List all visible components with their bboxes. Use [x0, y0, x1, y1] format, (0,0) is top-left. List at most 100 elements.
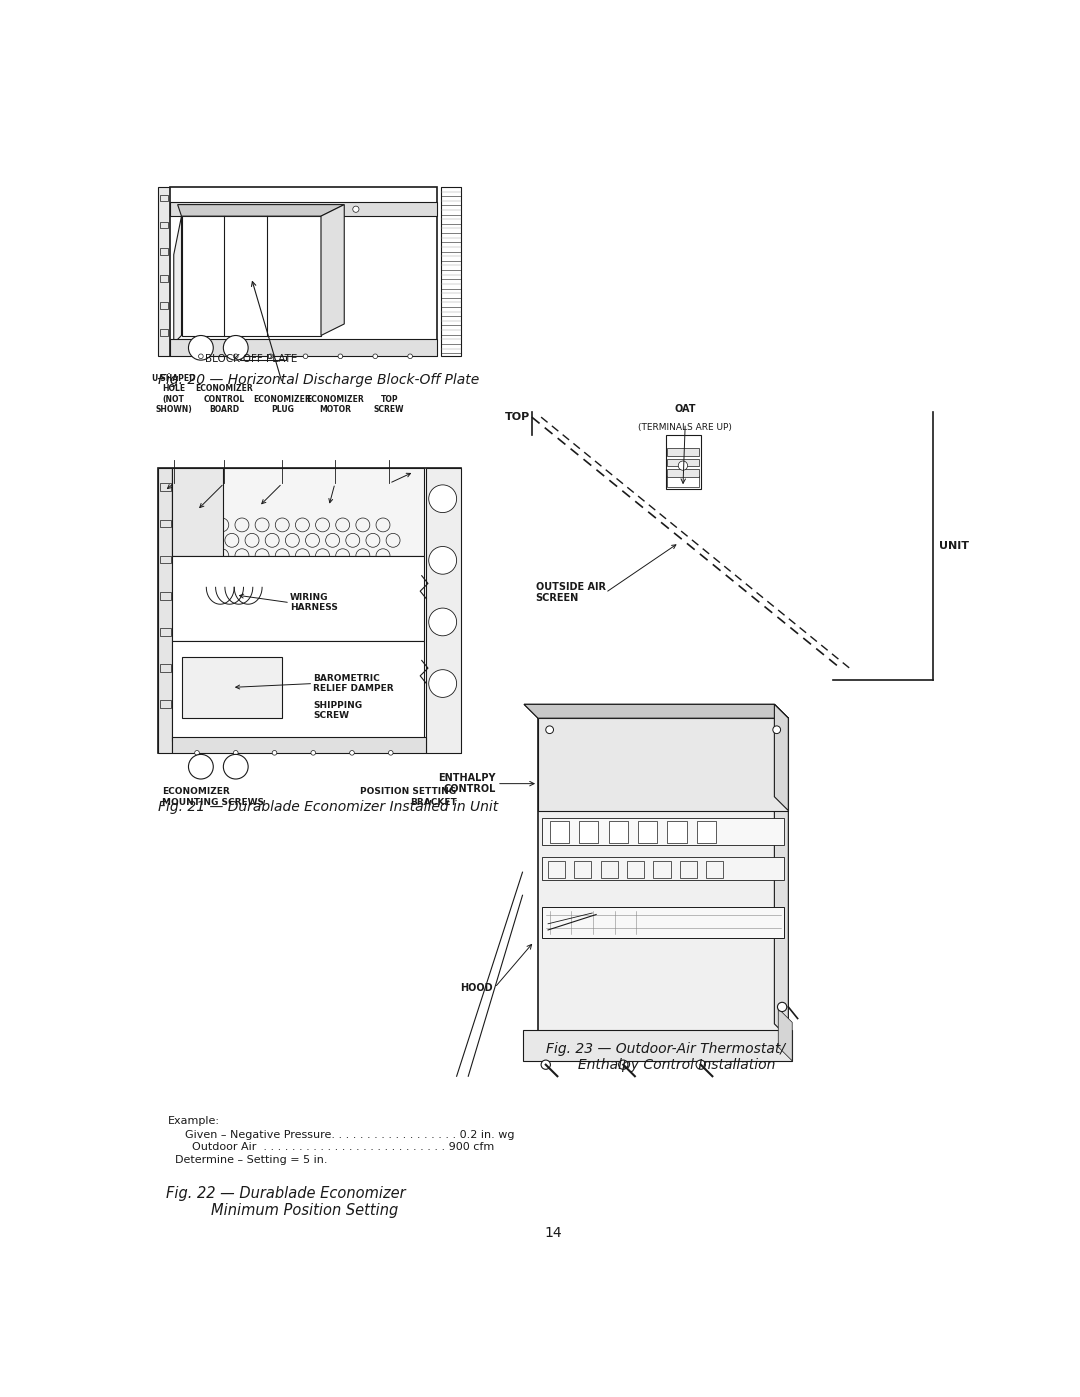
Bar — [627, 861, 644, 877]
Bar — [542, 819, 784, 845]
Text: UNIT: UNIT — [940, 541, 970, 550]
Circle shape — [678, 461, 688, 471]
Text: OUTSIDE AIR
SCREEN: OUTSIDE AIR SCREEN — [536, 583, 606, 604]
Polygon shape — [774, 704, 788, 1038]
Circle shape — [619, 1060, 627, 1069]
Bar — [159, 468, 460, 753]
Bar — [523, 1030, 793, 1060]
Polygon shape — [774, 704, 788, 810]
Circle shape — [778, 1002, 786, 1011]
Bar — [172, 468, 222, 556]
Circle shape — [541, 1060, 551, 1069]
Circle shape — [429, 669, 457, 697]
Circle shape — [697, 1060, 705, 1069]
Text: (TERMINALS ARE UP): (TERMINALS ARE UP) — [638, 423, 732, 432]
Text: U-SHAPED
HOLE
(NOT
SHOWN): U-SHAPED HOLE (NOT SHOWN) — [151, 374, 195, 414]
Circle shape — [303, 353, 308, 359]
Bar — [172, 641, 424, 742]
Text: Example:: Example: — [167, 1116, 219, 1126]
Circle shape — [272, 750, 276, 756]
Text: POSITION SETTING
BRACKET: POSITION SETTING BRACKET — [361, 788, 457, 807]
Text: ECONOMIZER
CONTROL
BOARD: ECONOMIZER CONTROL BOARD — [195, 384, 253, 414]
Text: Given – Negative Pressure. . . . . . . . . . . . . . . . . . 0.2 in. wg: Given – Negative Pressure. . . . . . . .… — [177, 1130, 514, 1140]
Text: Fig. 23 — Outdoor-Air Thermostat/
     Enthalpy Control Installation: Fig. 23 — Outdoor-Air Thermostat/ Enthal… — [545, 1042, 785, 1073]
Bar — [667, 458, 699, 467]
Bar — [160, 275, 167, 282]
Bar — [172, 556, 424, 641]
Bar — [172, 738, 426, 753]
Circle shape — [389, 750, 393, 756]
Bar — [667, 821, 687, 842]
Bar — [426, 468, 460, 753]
Polygon shape — [174, 217, 181, 344]
Text: Fig. 22 — Durablade Economizer
        Minimum Position Setting: Fig. 22 — Durablade Economizer Minimum P… — [166, 1186, 406, 1218]
Bar — [160, 665, 171, 672]
Bar — [538, 718, 788, 810]
Circle shape — [773, 726, 781, 733]
Text: HOOD: HOOD — [460, 982, 494, 993]
Bar — [579, 821, 598, 842]
Text: BAROMETRIC
RELIEF DAMPER: BAROMETRIC RELIEF DAMPER — [313, 673, 394, 693]
Circle shape — [350, 750, 354, 756]
Bar — [542, 907, 784, 937]
Circle shape — [202, 207, 207, 212]
Bar — [172, 468, 424, 556]
Bar — [679, 861, 697, 877]
Bar — [548, 861, 565, 877]
Bar — [706, 861, 724, 877]
Text: BLOCK-OFF PLATE: BLOCK-OFF PLATE — [205, 353, 297, 365]
Polygon shape — [779, 1009, 793, 1060]
Text: Fig. 20 — Horizontal Discharge Block-Off Plate: Fig. 20 — Horizontal Discharge Block-Off… — [159, 373, 480, 387]
Circle shape — [429, 485, 457, 513]
Bar — [697, 821, 716, 842]
Text: TOP: TOP — [504, 412, 530, 422]
Bar — [160, 700, 171, 708]
Circle shape — [224, 754, 248, 780]
Circle shape — [194, 750, 200, 756]
Circle shape — [189, 754, 213, 780]
Text: OAT: OAT — [675, 404, 696, 414]
Bar — [550, 821, 569, 842]
Bar — [638, 821, 658, 842]
Bar — [159, 187, 170, 356]
Circle shape — [233, 353, 238, 359]
Bar — [667, 476, 699, 488]
Circle shape — [189, 335, 213, 360]
Bar — [160, 629, 171, 636]
Circle shape — [224, 335, 248, 360]
Bar — [160, 483, 171, 490]
Bar — [170, 187, 437, 356]
Bar — [160, 330, 167, 335]
Text: SHIPPING
SCREW: SHIPPING SCREW — [313, 701, 363, 721]
Circle shape — [545, 726, 554, 733]
Bar — [160, 249, 167, 254]
Bar — [160, 302, 167, 309]
Text: WIRING
HARNESS: WIRING HARNESS — [291, 592, 338, 612]
Text: ECONOMIZER
PLUG: ECONOMIZER PLUG — [254, 394, 311, 414]
Bar — [667, 469, 699, 478]
Bar — [653, 861, 671, 877]
Bar — [441, 187, 460, 356]
Polygon shape — [321, 204, 345, 335]
Bar — [667, 448, 699, 455]
Circle shape — [338, 353, 342, 359]
Text: ENTHALPY
CONTROL: ENTHALPY CONTROL — [437, 773, 496, 795]
Circle shape — [311, 750, 315, 756]
Polygon shape — [177, 204, 345, 217]
Bar — [240, 345, 286, 360]
Circle shape — [199, 353, 203, 359]
Circle shape — [429, 608, 457, 636]
Text: ECONOMIZER
MOTOR: ECONOMIZER MOTOR — [306, 394, 364, 414]
Bar — [575, 861, 592, 877]
Polygon shape — [181, 217, 321, 335]
Bar — [608, 821, 627, 842]
Text: ECONOMIZER
MOUNTING SCREWS: ECONOMIZER MOUNTING SCREWS — [162, 788, 265, 807]
Bar — [160, 520, 171, 527]
Polygon shape — [524, 704, 788, 718]
Circle shape — [408, 353, 413, 359]
Bar — [170, 339, 437, 356]
Bar — [159, 468, 172, 753]
Circle shape — [353, 207, 359, 212]
Text: 14: 14 — [544, 1227, 563, 1241]
Bar — [160, 194, 167, 201]
